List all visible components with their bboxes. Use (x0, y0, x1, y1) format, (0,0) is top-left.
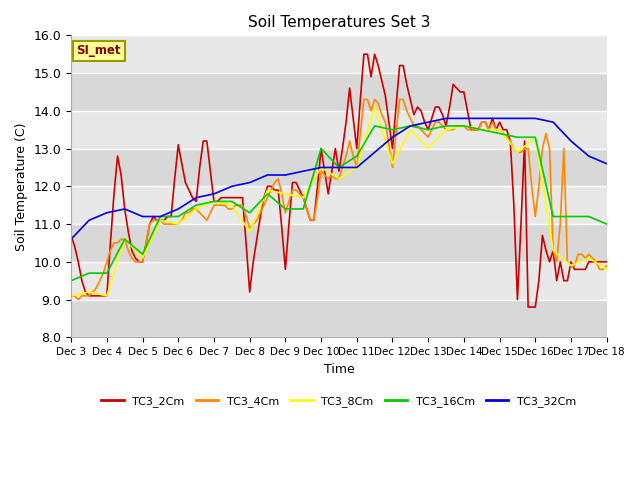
Text: SI_met: SI_met (77, 44, 121, 58)
Bar (71, 300, 607, 337)
Bar (71, 111, 607, 149)
X-axis label: Time: Time (324, 362, 355, 375)
Bar (71, 73, 607, 111)
Bar (71, 224, 607, 262)
Bar (71, 186, 607, 224)
Bar (71, 262, 607, 300)
Y-axis label: Soil Temperature (C): Soil Temperature (C) (15, 122, 28, 251)
Legend: TC3_2Cm, TC3_4Cm, TC3_8Cm, TC3_16Cm, TC3_32Cm: TC3_2Cm, TC3_4Cm, TC3_8Cm, TC3_16Cm, TC3… (97, 391, 581, 411)
Bar (71, 149, 607, 186)
Bar (71, 36, 607, 73)
Title: Soil Temperatures Set 3: Soil Temperatures Set 3 (248, 15, 430, 30)
